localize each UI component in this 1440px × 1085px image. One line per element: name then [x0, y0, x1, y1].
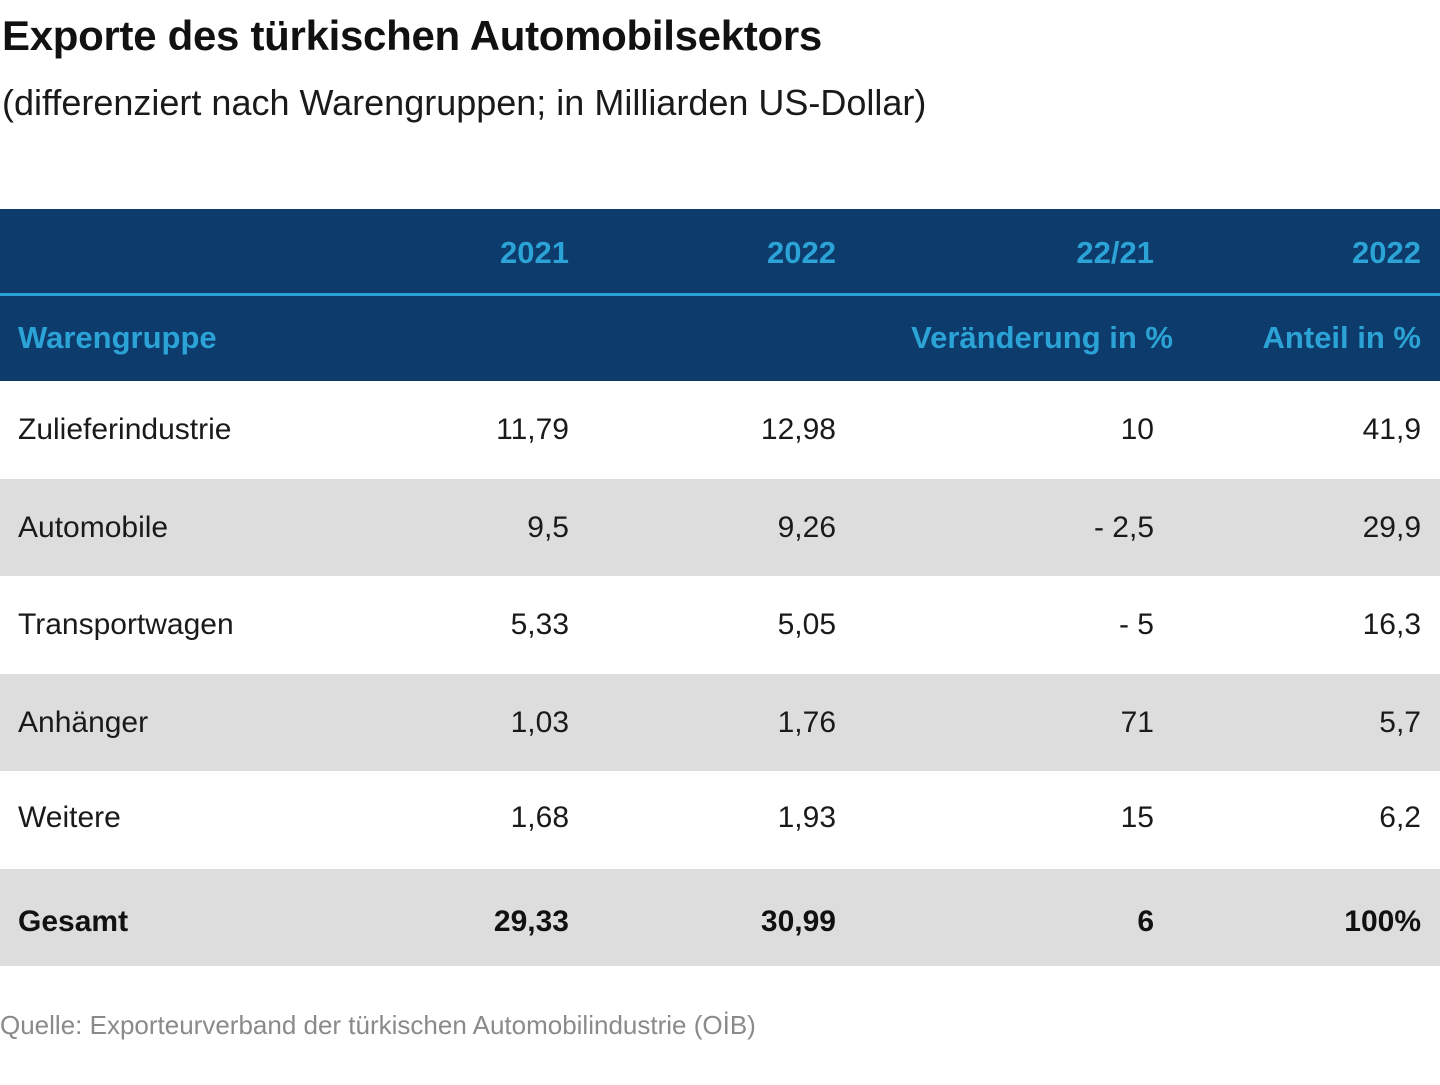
total-2022: 30,99	[760, 905, 836, 938]
header-22-21: 22/21	[1076, 235, 1154, 270]
chart-subtitle: (differenziert nach Warengruppen; in Mil…	[2, 82, 927, 123]
export-table: 2021 2022 22/21 2022 Warengruppe Verände…	[0, 209, 1440, 966]
row-2022: 9,26	[777, 511, 836, 544]
header-warengruppe: Warengruppe	[18, 320, 217, 355]
row-change: 71	[1120, 706, 1154, 739]
row-share: 5,7	[1379, 706, 1421, 739]
row-change: - 2,5	[1093, 511, 1154, 544]
row-share: 6,2	[1379, 801, 1421, 834]
row-change: 10	[1120, 413, 1154, 446]
row-2022: 12,98	[760, 413, 836, 446]
row-2022: 5,05	[777, 608, 836, 641]
table-row: Anhänger 1,03 1,76 71 5,7	[0, 674, 1440, 771]
row-2021: 1,68	[510, 801, 569, 834]
row-2021: 9,5	[527, 511, 569, 544]
row-name: Weitere	[18, 801, 121, 834]
row-2021: 1,03	[510, 706, 569, 739]
header-row-years: 2021 2022 22/21 2022	[0, 209, 1440, 296]
row-name: Transportwagen	[18, 608, 234, 641]
row-name: Zulieferindustrie	[18, 413, 232, 446]
row-2022: 1,93	[777, 801, 836, 834]
row-share: 16,3	[1362, 608, 1421, 641]
row-name: Anhänger	[18, 706, 149, 739]
header-2021: 2021	[500, 235, 569, 270]
total-2021: 29,33	[493, 905, 569, 938]
source-note: Quelle: Exporteurverband der türkischen …	[0, 1010, 756, 1040]
row-2021: 11,79	[496, 413, 569, 446]
total-share: 100%	[1344, 905, 1421, 938]
table-header: 2021 2022 22/21 2022 Warengruppe Verände…	[0, 209, 1440, 381]
header-anteil: Anteil in %	[1262, 320, 1421, 355]
row-change: 15	[1120, 801, 1154, 834]
total-change: 6	[1137, 905, 1154, 938]
row-name: Automobile	[18, 511, 169, 544]
header-row-labels: Warengruppe Veränderung in % Anteil in %	[0, 296, 1440, 381]
row-change: - 5	[1118, 608, 1154, 641]
table-row: Transportwagen 5,33 5,05 - 5 16,3	[0, 576, 1440, 674]
row-2021: 5,33	[510, 608, 569, 641]
table-row: Weitere 1,68 1,93 15 6,2	[0, 771, 1440, 869]
table-row: Automobile 9,5 9,26 - 2,5 29,9	[0, 479, 1440, 576]
table-row-total: Gesamt 29,33 30,99 6 100%	[0, 869, 1440, 966]
header-2022: 2022	[767, 235, 836, 270]
row-share: 29,9	[1362, 511, 1421, 544]
table-row: Zulieferindustrie 11,79 12,98 10 41,9	[0, 381, 1440, 479]
header-veraenderung: Veränderung in %	[911, 320, 1173, 355]
header-2022-share: 2022	[1352, 235, 1421, 270]
row-share: 41,9	[1362, 413, 1421, 446]
chart-title: Exporte des türkischen Automobilsektors	[2, 12, 822, 59]
row-2022: 1,76	[777, 706, 836, 739]
total-name: Gesamt	[18, 905, 129, 938]
